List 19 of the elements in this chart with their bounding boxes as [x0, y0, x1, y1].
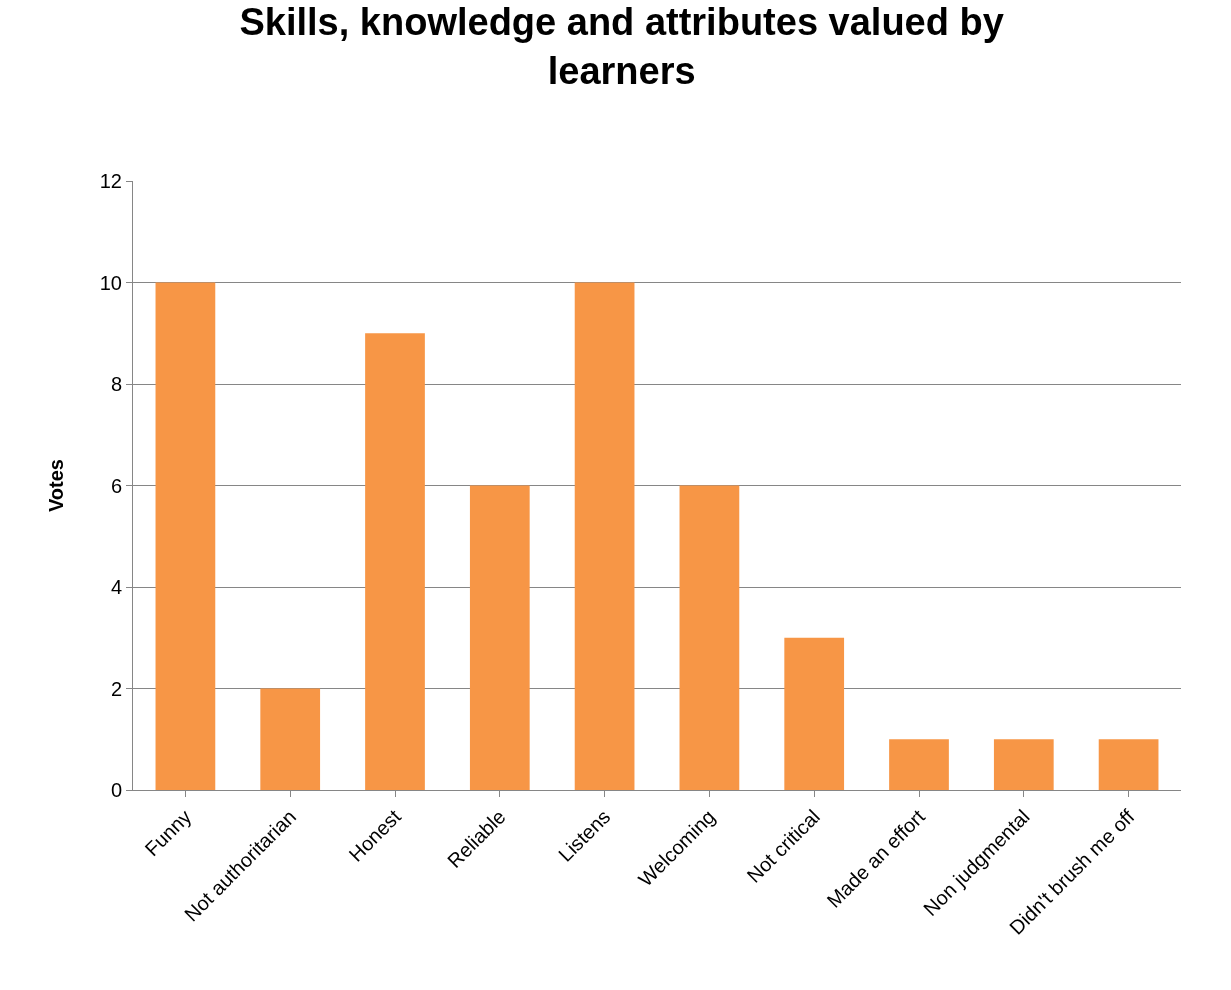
bar — [469, 485, 530, 790]
y-axis-title: Votes — [45, 459, 68, 512]
y-tick-label: 6 — [110, 474, 122, 497]
y-tick-label: 0 — [110, 779, 122, 801]
bar — [574, 282, 635, 790]
bar — [784, 637, 845, 790]
bar — [1098, 739, 1159, 790]
bar — [889, 739, 949, 790]
bar — [260, 688, 321, 790]
bar — [365, 333, 425, 790]
y-tick-label: 8 — [110, 373, 122, 395]
bar — [155, 282, 216, 790]
y-tick-label: 2 — [110, 677, 122, 700]
y-tick-label: 4 — [110, 576, 122, 598]
y-tick-label: 12 — [99, 170, 122, 192]
bar — [679, 485, 740, 790]
y-tick-label: 10 — [99, 271, 122, 294]
chart-title: Skills, knowledge and attributes valued by learners — [239, 0, 1004, 93]
bar — [993, 739, 1054, 790]
